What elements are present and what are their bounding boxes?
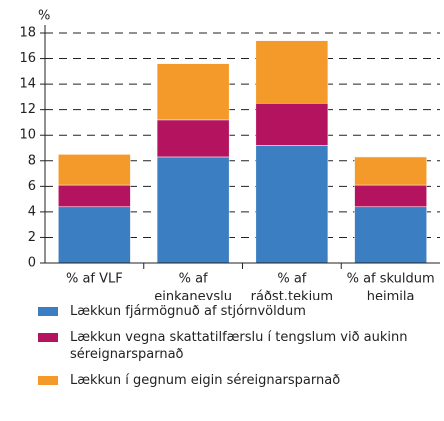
- x-tick-label: % af skuldum: [347, 272, 435, 287]
- bar-segment: [255, 145, 329, 264]
- bar-segment: [255, 40, 329, 104]
- y-tick-label: 4: [28, 204, 36, 219]
- legend-label: Lækkun fjármögnuð af stjórnvöldum: [70, 304, 306, 319]
- y-tick-label: 14: [19, 77, 36, 92]
- legend-item: Lækkun í gegnum eigin séreignarsparnað: [38, 372, 438, 389]
- bar-segment: [156, 63, 230, 121]
- legend-label: Lækkun í gegnum eigin séreignarsparnað: [70, 373, 341, 388]
- legend-item: Lækkun fjármögnuð af stjórnvöldum: [38, 303, 438, 320]
- x-tick-label: ráðst.tekjum: [251, 290, 333, 301]
- bar-segment: [354, 206, 427, 264]
- x-tick-label: % af: [179, 272, 208, 287]
- x-tick-label: % af VLF: [66, 272, 123, 287]
- bar-segment: [58, 206, 131, 264]
- chart: % 0 2 4 6 8 10 12 14 16 18 % af VLF % af einkaneyslu…: [19, 9, 440, 305]
- bar-segment: [58, 154, 131, 186]
- y-tick-label: 0: [28, 256, 36, 271]
- bar-segment: [156, 119, 230, 158]
- legend-swatch: [38, 307, 58, 316]
- y-tick-label: 6: [28, 179, 36, 194]
- y-tick-label: 8: [28, 153, 36, 168]
- legend: Lækkun fjármögnuð af stjórnvöldum Lækkun …: [38, 303, 438, 398]
- x-tick-label: % af: [277, 272, 306, 287]
- x-tick-label: einkaneyslu: [154, 290, 232, 301]
- y-tick-label: 16: [19, 51, 36, 66]
- legend-swatch: [38, 376, 58, 385]
- legend-swatch: [38, 333, 58, 342]
- x-tick-label: heimila: [367, 290, 415, 301]
- bar-segment: [156, 156, 230, 264]
- y-tick-label: 18: [19, 26, 36, 41]
- y-tick-label: 2: [28, 230, 36, 245]
- bar-segment: [354, 184, 427, 208]
- legend-item: Lækkun vegna skattatilfærslu í tengslum …: [38, 329, 438, 363]
- bar-segment: [58, 184, 131, 208]
- y-tick-label: 12: [19, 102, 36, 117]
- bar-segment: [255, 103, 329, 146]
- bar-segment: [354, 156, 427, 186]
- legend-label: Lækkun vegna skattatilfærslu í tengslum …: [70, 330, 408, 362]
- y-tick-label: 10: [19, 128, 36, 143]
- y-axis-label: %: [38, 9, 50, 24]
